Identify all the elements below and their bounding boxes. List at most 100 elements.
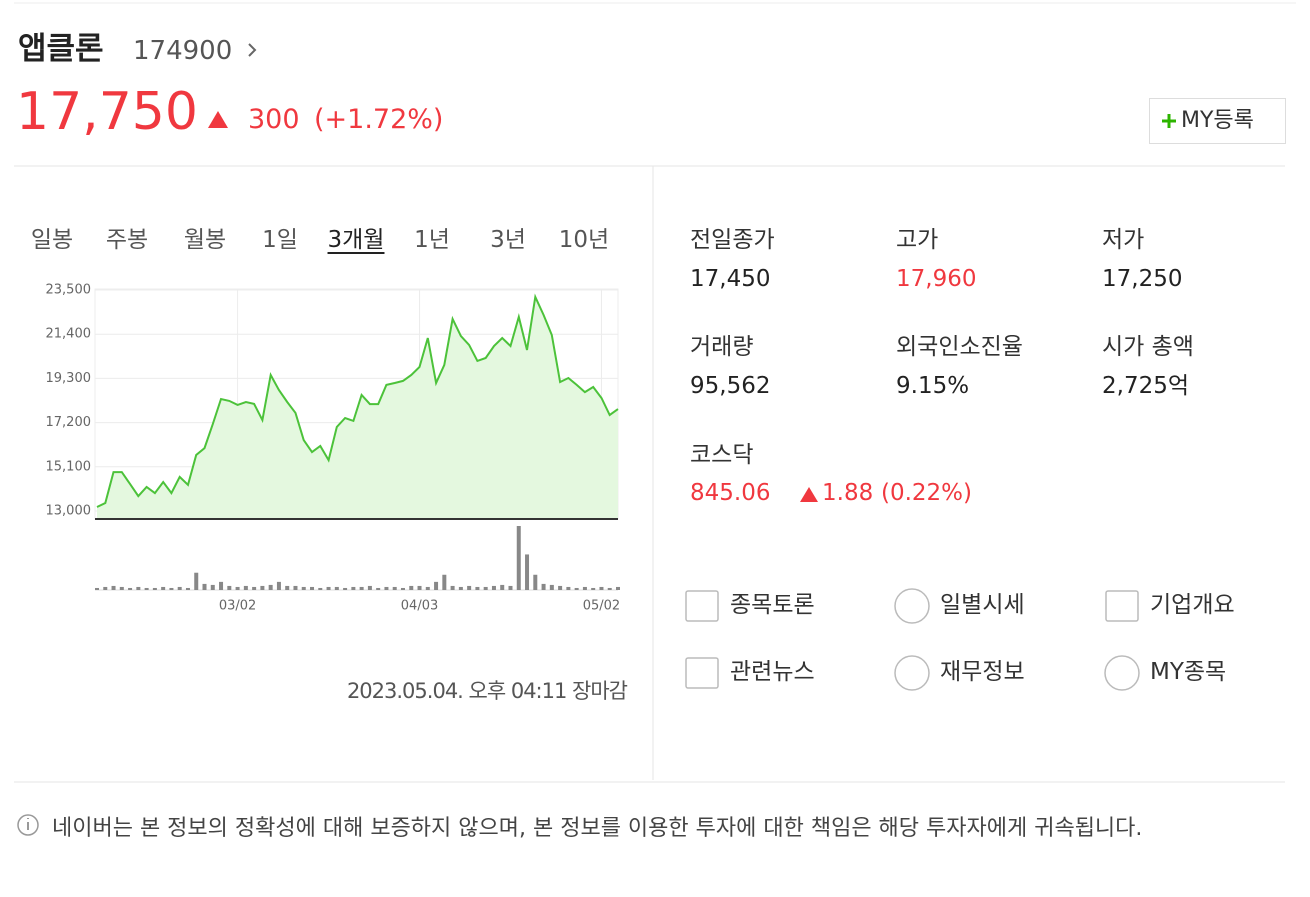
stock-name: 앱클론 bbox=[18, 31, 104, 67]
volume-bar bbox=[483, 586, 488, 590]
link-icon bbox=[685, 590, 719, 622]
volume-bar bbox=[194, 572, 199, 590]
volume-bar bbox=[574, 587, 579, 590]
volume-bar bbox=[169, 587, 174, 590]
up-arrow bbox=[208, 111, 228, 128]
volume-bar bbox=[235, 586, 240, 590]
volume-bar bbox=[525, 554, 530, 590]
stat-value: 2,725억 bbox=[1102, 373, 1190, 399]
volume-bar bbox=[310, 586, 315, 590]
period-tab[interactable]: 3개월 bbox=[327, 227, 385, 253]
link-icon bbox=[1104, 655, 1140, 691]
period-tab[interactable]: 1일 bbox=[262, 227, 298, 253]
stat-value: 17,250 bbox=[1102, 266, 1183, 292]
stat-value: 17,960 bbox=[896, 266, 977, 292]
disclaimer: 네이버는 본 정보의 정확성에 대해 보증하지 않으며, 본 정보를 이용한 투… bbox=[52, 816, 1143, 841]
volume-bar bbox=[285, 585, 290, 590]
volume-bar bbox=[541, 583, 546, 590]
stat-label: 외국인소진율 bbox=[896, 334, 1023, 360]
volume-bar bbox=[351, 586, 356, 590]
period-tab[interactable]: 10년 bbox=[558, 227, 610, 253]
period-tab[interactable]: 주봉 bbox=[105, 227, 149, 253]
volume-bar bbox=[425, 586, 430, 590]
volume-bar bbox=[177, 586, 182, 590]
volume-bar bbox=[384, 586, 389, 590]
volume-bar bbox=[301, 586, 306, 590]
volume-bar bbox=[417, 585, 422, 590]
volume-bar bbox=[566, 586, 571, 590]
volume-bar bbox=[276, 581, 281, 590]
stat-label: 시가 총액 bbox=[1102, 334, 1194, 360]
link[interactable]: 일별시세 bbox=[940, 592, 1025, 618]
volume-bar bbox=[227, 585, 232, 590]
volume-bar bbox=[549, 584, 554, 590]
index-name: 코스닥 bbox=[690, 442, 754, 468]
period-tab[interactable]: 1년 bbox=[414, 227, 450, 253]
volume-bar bbox=[558, 585, 563, 590]
change-rate: (+1.72%) bbox=[314, 104, 444, 135]
volume-bar bbox=[293, 585, 298, 590]
stat-label: 거래량 bbox=[690, 334, 754, 360]
index-change-rate: (0.22%) bbox=[881, 480, 973, 506]
link[interactable]: 관련뉴스 bbox=[730, 659, 815, 685]
link[interactable]: MY종목 bbox=[1150, 659, 1227, 685]
volume-bar bbox=[318, 587, 323, 590]
period-tab[interactable]: 3년 bbox=[490, 227, 526, 253]
volume-bar bbox=[467, 585, 472, 590]
volume-bar bbox=[434, 581, 439, 590]
volume-bar bbox=[442, 574, 447, 590]
volume-bar bbox=[243, 585, 248, 590]
y-tick-label: 21,400 bbox=[46, 327, 92, 342]
volume-bar bbox=[95, 587, 99, 590]
volume-bar bbox=[491, 585, 496, 590]
volume-bar bbox=[450, 585, 455, 590]
x-tick-label: 03/02 bbox=[219, 599, 256, 614]
volume-bar bbox=[334, 586, 339, 590]
volume-bar bbox=[400, 587, 405, 590]
link[interactable]: 종목토론 bbox=[730, 592, 815, 618]
volume-bar bbox=[202, 583, 207, 590]
period-tab[interactable]: 월봉 bbox=[183, 227, 227, 253]
stat-value: 9.15% bbox=[896, 373, 970, 399]
volume-bar bbox=[376, 587, 381, 590]
stat-value: 17,450 bbox=[690, 266, 771, 292]
volume-bar bbox=[128, 587, 133, 590]
price-line bbox=[96, 293, 619, 508]
link-icon bbox=[1105, 590, 1139, 622]
volume-bar bbox=[533, 574, 538, 590]
volume-bar bbox=[119, 586, 124, 590]
volume-bar bbox=[185, 587, 190, 590]
volume-bar bbox=[136, 586, 141, 590]
index-value: 845.06 bbox=[690, 480, 771, 506]
volume-bar bbox=[516, 526, 521, 590]
volume-bar bbox=[144, 587, 149, 590]
up-arrow bbox=[800, 487, 818, 502]
volume-bar bbox=[210, 584, 215, 590]
volume-bar bbox=[161, 586, 166, 590]
my-button[interactable]: MY등록 bbox=[1181, 108, 1254, 133]
volume-bar bbox=[268, 584, 273, 590]
volume-bar bbox=[475, 586, 480, 590]
y-tick-label: 17,200 bbox=[46, 415, 92, 430]
volume-bar bbox=[458, 586, 463, 590]
volume-bar bbox=[500, 584, 505, 590]
link[interactable]: 기업개요 bbox=[1150, 592, 1235, 618]
volume-bar bbox=[616, 586, 620, 590]
timestamp: 2023.05.04. 오후 04:11 장마감 bbox=[346, 679, 628, 703]
volume-bar bbox=[343, 587, 348, 590]
stock-code[interactable]: 174900 bbox=[133, 36, 233, 66]
link-icon bbox=[894, 588, 930, 624]
volume-bar bbox=[582, 586, 587, 590]
volume-bar bbox=[152, 587, 157, 590]
link-icon bbox=[685, 657, 719, 689]
link[interactable]: 재무정보 bbox=[940, 659, 1025, 685]
period-tab[interactable]: 일봉 bbox=[30, 227, 74, 253]
change: 300 bbox=[248, 104, 300, 135]
volume-bar bbox=[392, 586, 397, 590]
volume-bar bbox=[367, 585, 372, 590]
chevron bbox=[248, 43, 257, 57]
volume-bar bbox=[591, 587, 596, 590]
volume-bar bbox=[252, 586, 257, 590]
volume-bar bbox=[326, 586, 331, 590]
